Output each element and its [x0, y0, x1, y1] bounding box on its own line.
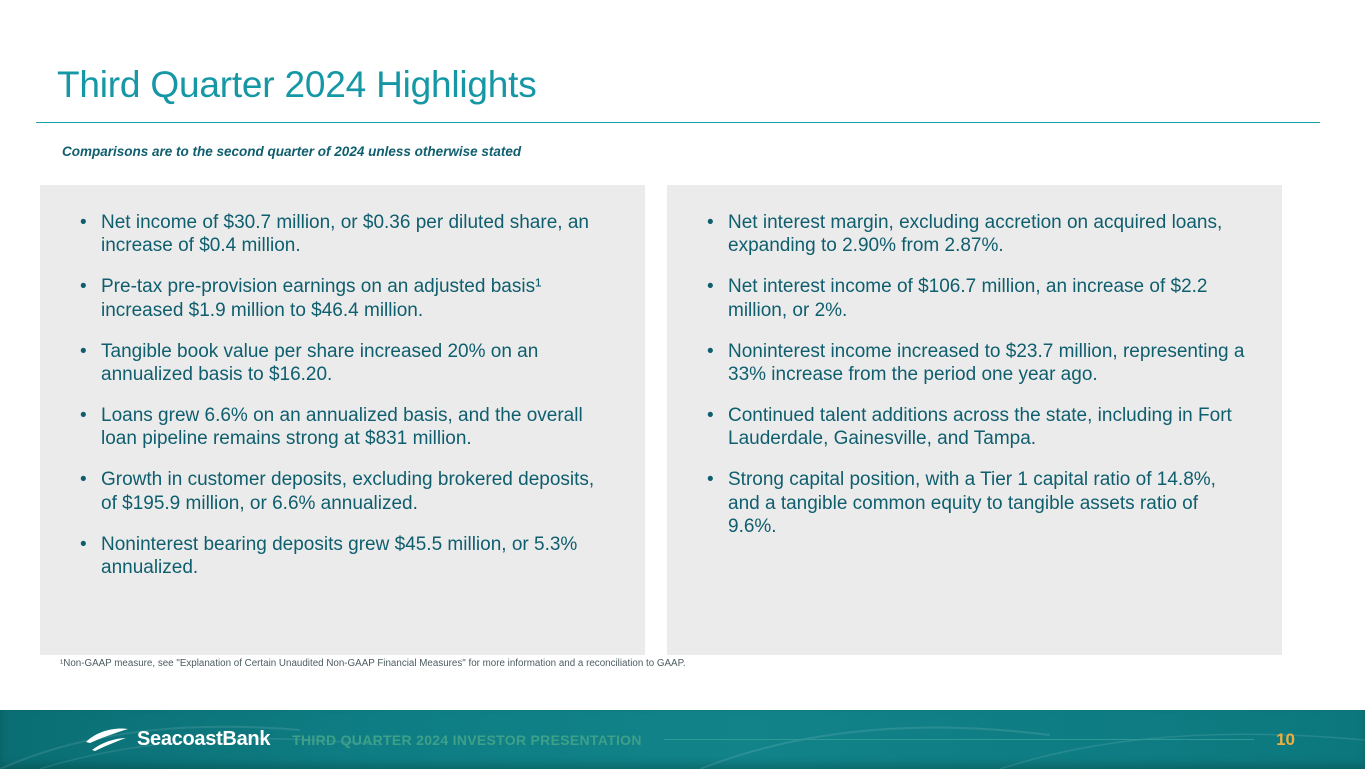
bullet-item: Strong capital position, with a Tier 1 c…: [707, 468, 1248, 538]
bullet-item: Noninterest income increased to $23.7 mi…: [707, 340, 1248, 386]
highlights-box-right: Net interest margin, excluding accretion…: [667, 185, 1282, 655]
title-divider: [36, 122, 1320, 123]
page-title: Third Quarter 2024 Highlights: [57, 64, 537, 105]
seacoast-logo-text: SeacoastBank: [137, 728, 271, 750]
bullet-item: Growth in customer deposits, excluding b…: [80, 468, 611, 514]
left-bullet-list: Net income of $30.7 million, or $0.36 pe…: [40, 185, 645, 579]
bullet-item: Loans grew 6.6% on an annualized basis, …: [80, 404, 611, 450]
bullet-item: Pre-tax pre-provision earnings on an adj…: [80, 275, 611, 321]
seacoast-logo: SeacoastBank: [85, 725, 270, 755]
seacoast-bird-icon: [86, 728, 128, 751]
right-bullet-list: Net interest margin, excluding accretion…: [667, 185, 1282, 538]
highlights-box-left: Net income of $30.7 million, or $0.36 pe…: [40, 185, 645, 655]
bullet-item: Net income of $30.7 million, or $0.36 pe…: [80, 211, 611, 257]
bullet-item: Net interest income of $106.7 million, a…: [707, 275, 1248, 321]
bullet-item: Net interest margin, excluding accretion…: [707, 211, 1248, 257]
footer-divider-line: [663, 739, 1255, 740]
bullet-item: Tangible book value per share increased …: [80, 340, 611, 386]
page-number: 10: [1276, 729, 1295, 749]
bullet-item: Noninterest bearing deposits grew $45.5 …: [80, 533, 611, 579]
presentation-title: THIRD QUARTER 2024 INVESTOR PRESENTATION: [292, 731, 642, 748]
comparison-note: Comparisons are to the second quarter of…: [62, 144, 522, 159]
footnote: ¹Non-GAAP measure, see "Explanation of C…: [60, 658, 686, 669]
bullet-item: Continued talent additions across the st…: [707, 404, 1248, 450]
footer-bar: SeacoastBank THIRD QUARTER 2024 INVESTOR…: [0, 710, 1365, 769]
